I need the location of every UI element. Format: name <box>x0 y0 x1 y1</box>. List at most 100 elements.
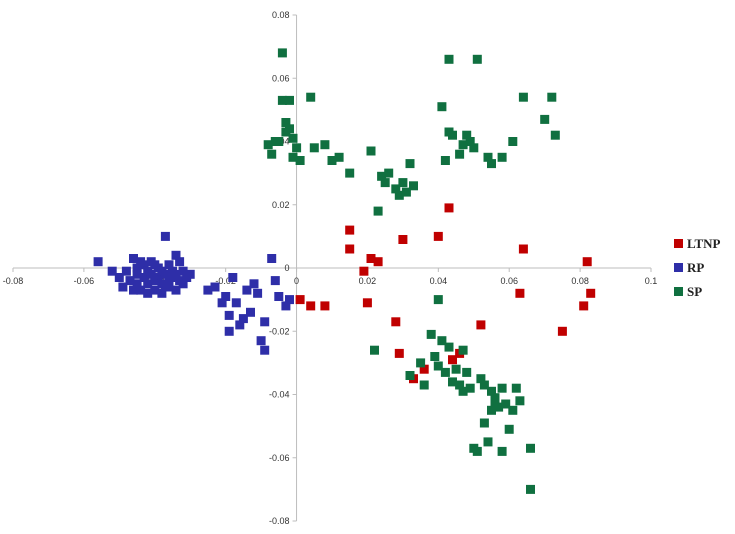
point-ltnp <box>579 301 589 311</box>
point-rp <box>238 314 248 324</box>
point-sp <box>476 374 486 384</box>
y-tick-label: -0.02 <box>269 326 290 336</box>
point-sp <box>405 159 415 169</box>
point-sp <box>479 380 489 390</box>
point-rp <box>267 254 277 263</box>
x-tick-label: 0.04 <box>430 276 448 286</box>
point-rp <box>231 298 241 308</box>
point-rp <box>118 282 128 292</box>
point-sp <box>309 143 319 153</box>
point-rp <box>129 285 138 295</box>
point-sp <box>373 206 383 216</box>
point-sp <box>490 393 500 403</box>
point-sp <box>508 137 518 146</box>
point-rp <box>150 285 160 295</box>
point-sp <box>345 168 355 178</box>
point-sp <box>469 143 479 153</box>
point-sp <box>458 386 468 396</box>
legend: LTNP RP SP <box>674 236 721 299</box>
point-sp <box>398 178 408 188</box>
point-rp <box>164 282 174 292</box>
point-sp <box>487 405 496 415</box>
point-rp <box>228 273 238 282</box>
legend-marker-ltnp <box>674 239 683 248</box>
point-sp <box>433 361 443 371</box>
point-rp <box>285 295 294 305</box>
point-rp <box>143 279 153 289</box>
point-sp <box>550 130 560 140</box>
point-sp <box>448 377 457 387</box>
point-ltnp <box>306 301 316 311</box>
point-rp <box>256 336 266 346</box>
point-rp <box>143 288 153 298</box>
point-sp <box>483 152 493 162</box>
x-tick-label: -0.06 <box>74 276 95 286</box>
point-sp <box>444 342 454 352</box>
point-sp <box>401 187 411 197</box>
point-sp <box>281 118 291 127</box>
point-rp <box>132 263 142 273</box>
y-tick-label: -0.04 <box>269 390 290 400</box>
point-sp <box>526 443 535 453</box>
point-sp <box>444 54 454 64</box>
point-ltnp <box>515 288 525 298</box>
point-sp <box>504 424 514 434</box>
point-sp <box>437 336 447 346</box>
point-sp <box>416 358 426 368</box>
point-ltnp <box>557 326 567 336</box>
point-sp <box>465 137 475 146</box>
point-sp <box>497 383 507 393</box>
point-sp <box>292 143 302 153</box>
point-sp <box>511 383 521 393</box>
point-rp <box>93 257 103 267</box>
x-tick-label: 0.1 <box>645 276 658 286</box>
point-sp <box>426 329 436 339</box>
point-rp <box>129 254 138 263</box>
y-tick-label: 0.06 <box>272 73 290 83</box>
point-rp <box>125 276 135 286</box>
y-tick-label: 0 <box>285 263 290 273</box>
point-rp <box>260 345 270 355</box>
point-rp <box>132 279 142 289</box>
point-sp <box>267 149 277 159</box>
point-ltnp <box>295 295 305 305</box>
point-sp <box>285 124 294 134</box>
point-rp <box>146 269 156 279</box>
point-sp <box>462 130 472 140</box>
x-tick-label: -0.08 <box>3 276 24 286</box>
y-tick-label: 0.08 <box>272 10 290 20</box>
point-sp <box>487 159 496 169</box>
point-rp <box>136 285 146 295</box>
point-rp <box>221 292 231 301</box>
point-rp <box>235 320 245 330</box>
point-rp <box>136 257 146 267</box>
point-rp <box>114 273 124 282</box>
point-sp <box>465 383 475 393</box>
point-rp <box>185 269 195 279</box>
point-sp <box>458 140 468 150</box>
point-rp <box>153 273 163 282</box>
point-rp <box>224 310 234 320</box>
data-points <box>93 48 596 494</box>
point-sp <box>320 140 330 150</box>
legend-marker-rp <box>674 263 683 272</box>
x-tick-label: 0.06 <box>500 276 518 286</box>
point-sp <box>494 402 504 412</box>
point-rp <box>203 285 213 295</box>
point-rp <box>249 279 259 289</box>
point-sp <box>433 295 443 305</box>
point-sp <box>263 140 273 150</box>
point-rp <box>160 231 170 241</box>
point-rp <box>178 279 188 289</box>
point-sp <box>518 92 528 102</box>
point-sp <box>277 95 287 105</box>
point-sp <box>458 345 468 355</box>
y-tick-label: -0.08 <box>269 516 290 526</box>
point-ltnp <box>444 203 454 213</box>
point-ltnp <box>448 355 457 365</box>
point-sp <box>405 371 415 380</box>
point-sp <box>394 190 404 200</box>
point-ltnp <box>362 298 372 308</box>
point-sp <box>437 102 447 112</box>
point-ltnp <box>476 320 486 330</box>
